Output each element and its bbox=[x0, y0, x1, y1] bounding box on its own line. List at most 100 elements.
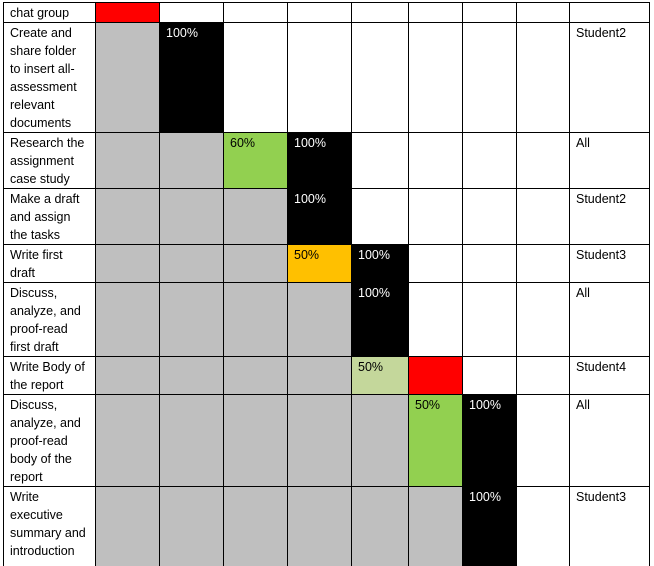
timeline-cell bbox=[408, 188, 463, 245]
timeline-cell bbox=[159, 486, 224, 566]
timeline-cell bbox=[516, 356, 570, 395]
timeline-cell bbox=[351, 22, 409, 133]
table-row: Write executive summary and introduction… bbox=[3, 486, 650, 566]
timeline-cell: 100% bbox=[462, 394, 517, 487]
timeline-cell bbox=[95, 356, 160, 395]
owner-cell: Student2 bbox=[569, 22, 650, 133]
timeline-cell bbox=[462, 188, 517, 245]
timeline-cell bbox=[159, 282, 224, 357]
timeline-cell bbox=[516, 132, 570, 189]
timeline-cell bbox=[408, 486, 463, 566]
task-name-cell: Create and share folder to insert all-as… bbox=[3, 22, 96, 133]
timeline-cell bbox=[95, 486, 160, 566]
owner-cell: Student4 bbox=[569, 356, 650, 395]
timeline-cell bbox=[462, 2, 517, 23]
timeline-cell bbox=[351, 486, 409, 566]
timeline-cell: 100% bbox=[287, 188, 352, 245]
timeline-cell bbox=[223, 2, 288, 23]
table-row: Write Body of the report 50% Student4 bbox=[3, 356, 650, 395]
table-row: chat group bbox=[3, 2, 650, 23]
timeline-cell bbox=[287, 2, 352, 23]
timeline-cell: 60% bbox=[223, 132, 288, 189]
timeline-cell bbox=[159, 394, 224, 487]
timeline-cell: 50% bbox=[408, 394, 463, 487]
table-row: Write first draft 50% 100% Student3 bbox=[3, 244, 650, 283]
timeline-cell bbox=[223, 22, 288, 133]
timeline-cell bbox=[95, 22, 160, 133]
timeline-cell bbox=[408, 22, 463, 133]
owner-cell: Student2 bbox=[569, 188, 650, 245]
owner-cell: All bbox=[569, 132, 650, 189]
timeline-cell bbox=[516, 22, 570, 133]
timeline-cell bbox=[95, 2, 160, 23]
timeline-cell bbox=[516, 244, 570, 283]
timeline-cell bbox=[408, 132, 463, 189]
task-name-cell: Discuss, analyze, and proof-read body of… bbox=[3, 394, 96, 487]
timeline-cell bbox=[351, 132, 409, 189]
timeline-cell: 100% bbox=[351, 244, 409, 283]
table-row: Make a draft and assign the tasks 100% Stu… bbox=[3, 188, 650, 245]
timeline-cell bbox=[223, 282, 288, 357]
timeline-cell bbox=[516, 282, 570, 357]
timeline-cell bbox=[408, 356, 463, 395]
timeline-cell bbox=[159, 2, 224, 23]
task-name-cell: Discuss, analyze, and proof-read first d… bbox=[3, 282, 96, 357]
timeline-cell bbox=[408, 244, 463, 283]
table-row: Discuss, analyze, and proof-read body of… bbox=[3, 394, 650, 487]
timeline-cell bbox=[287, 356, 352, 395]
timeline-cell bbox=[223, 486, 288, 566]
timeline-cell bbox=[462, 132, 517, 189]
timeline-cell bbox=[408, 2, 463, 23]
timeline-cell: 100% bbox=[159, 22, 224, 133]
owner-cell: All bbox=[569, 394, 650, 487]
timeline-cell: 100% bbox=[351, 282, 409, 357]
timeline-cell bbox=[95, 188, 160, 245]
task-name-cell: Write executive summary and introduction bbox=[3, 486, 96, 566]
owner-cell bbox=[569, 2, 650, 23]
gantt-table: chat group Create and share folder to ins… bbox=[3, 2, 650, 566]
timeline-cell bbox=[223, 394, 288, 487]
timeline-cell bbox=[159, 188, 224, 245]
timeline-cell bbox=[95, 282, 160, 357]
timeline-cell bbox=[287, 22, 352, 133]
timeline-cell bbox=[462, 22, 517, 133]
timeline-cell bbox=[351, 2, 409, 23]
timeline-cell: 100% bbox=[287, 132, 352, 189]
timeline-cell bbox=[223, 356, 288, 395]
owner-cell: All bbox=[569, 282, 650, 357]
timeline-cell bbox=[516, 188, 570, 245]
timeline-cell bbox=[95, 244, 160, 283]
timeline-cell: 100% bbox=[462, 486, 517, 566]
timeline-cell bbox=[159, 132, 224, 189]
timeline-cell bbox=[516, 394, 570, 487]
timeline-cell: 50% bbox=[287, 244, 352, 283]
timeline-cell: 50% bbox=[351, 356, 409, 395]
timeline-cell bbox=[95, 394, 160, 487]
owner-cell: Student3 bbox=[569, 244, 650, 283]
table-row: Research the assignment case study 60% 100… bbox=[3, 132, 650, 189]
task-name-cell: Write first draft bbox=[3, 244, 96, 283]
timeline-cell bbox=[223, 188, 288, 245]
timeline-cell bbox=[462, 282, 517, 357]
owner-cell: Student3 bbox=[569, 486, 650, 566]
timeline-cell bbox=[516, 486, 570, 566]
timeline-cell bbox=[287, 394, 352, 487]
timeline-cell bbox=[351, 188, 409, 245]
table-row: Create and share folder to insert all-as… bbox=[3, 22, 650, 133]
gantt-body: chat group Create and share folder to ins… bbox=[3, 2, 650, 566]
timeline-cell bbox=[95, 132, 160, 189]
task-name-cell: Write Body of the report bbox=[3, 356, 96, 395]
timeline-cell bbox=[223, 244, 288, 283]
timeline-cell bbox=[159, 244, 224, 283]
table-row: Discuss, analyze, and proof-read first d… bbox=[3, 282, 650, 357]
task-name-cell: Research the assignment case study bbox=[3, 132, 96, 189]
timeline-cell bbox=[287, 282, 352, 357]
task-name-cell: Make a draft and assign the tasks bbox=[3, 188, 96, 245]
timeline-cell bbox=[516, 2, 570, 23]
timeline-cell bbox=[408, 282, 463, 357]
timeline-cell bbox=[351, 394, 409, 487]
task-name-cell: chat group bbox=[3, 2, 96, 23]
timeline-cell bbox=[287, 486, 352, 566]
timeline-cell bbox=[462, 356, 517, 395]
